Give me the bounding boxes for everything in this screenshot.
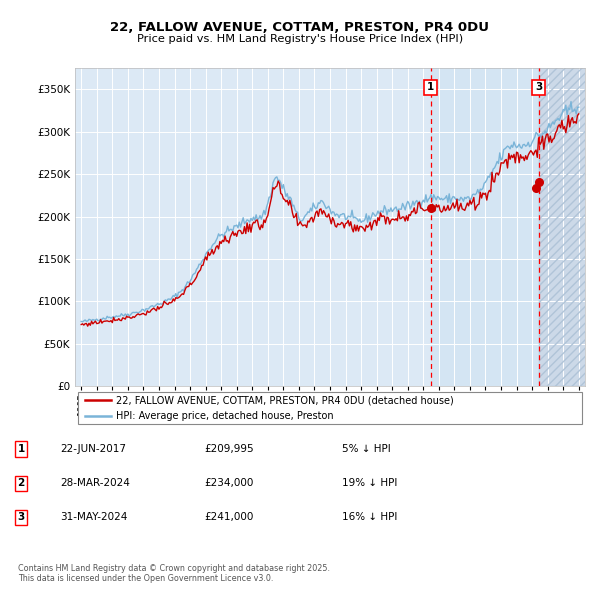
Text: 28-MAR-2024: 28-MAR-2024 [60,478,130,488]
Text: 16% ↓ HPI: 16% ↓ HPI [342,513,397,522]
Text: 2: 2 [17,478,25,488]
Text: HPI: Average price, detached house, Preston: HPI: Average price, detached house, Pres… [116,411,334,421]
Bar [539,68,600,386]
Text: 19% ↓ HPI: 19% ↓ HPI [342,478,397,488]
Bar [431,68,539,386]
Text: 3: 3 [17,513,25,522]
Text: 1: 1 [17,444,25,454]
Text: £241,000: £241,000 [204,513,253,522]
Text: 1: 1 [427,83,434,93]
Text: 31-MAY-2024: 31-MAY-2024 [60,513,127,522]
Text: Contains HM Land Registry data © Crown copyright and database right 2025.
This d: Contains HM Land Registry data © Crown c… [18,563,330,583]
Text: 5% ↓ HPI: 5% ↓ HPI [342,444,391,454]
Text: 22-JUN-2017: 22-JUN-2017 [60,444,126,454]
Text: Price paid vs. HM Land Registry's House Price Index (HPI): Price paid vs. HM Land Registry's House … [137,34,463,44]
FancyBboxPatch shape [77,392,583,424]
Text: £234,000: £234,000 [204,478,253,488]
Text: 3: 3 [535,83,542,93]
Bar [539,68,600,386]
Text: 22, FALLOW AVENUE, COTTAM, PRESTON, PR4 0DU (detached house): 22, FALLOW AVENUE, COTTAM, PRESTON, PR4 … [116,395,454,405]
Text: 22, FALLOW AVENUE, COTTAM, PRESTON, PR4 0DU: 22, FALLOW AVENUE, COTTAM, PRESTON, PR4 … [110,21,490,34]
Text: £209,995: £209,995 [204,444,254,454]
